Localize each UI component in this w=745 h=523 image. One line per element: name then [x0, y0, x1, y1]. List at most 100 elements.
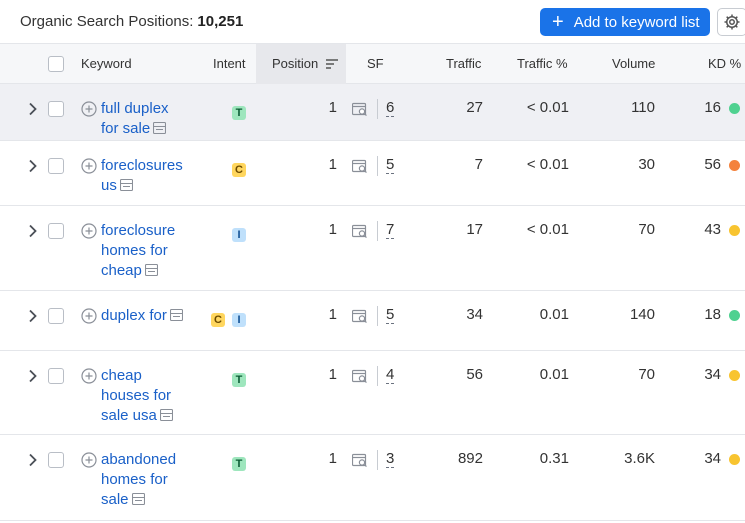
add-keyword-plus-icon[interactable] — [81, 452, 97, 468]
keyword-link[interactable]: foreclosures us — [101, 156, 201, 196]
add-keyword-plus-icon[interactable] — [81, 308, 97, 324]
sf-count[interactable]: 7 — [386, 221, 395, 239]
report-title-label: Organic Search Positions: — [20, 13, 194, 30]
expand-row-chevron-icon[interactable] — [28, 453, 38, 467]
kd-value: 56 — [704, 156, 721, 173]
column-kd[interactable]: KD % — [708, 56, 742, 71]
table-row[interactable]: foreclosure homes for cheap I 1 7 17 < 0.01 70 43 — [0, 206, 745, 291]
expand-row-chevron-icon[interactable] — [28, 369, 38, 383]
column-traffic[interactable]: Traffic — [446, 56, 482, 71]
column-keyword[interactable]: Keyword — [81, 56, 132, 71]
serp-features-icon[interactable] — [351, 453, 369, 467]
serp-preview-icon[interactable] — [153, 120, 167, 135]
kd-difficulty-dot — [729, 160, 740, 171]
row-checkbox[interactable] — [48, 308, 64, 324]
volume-value: 30 — [638, 156, 655, 173]
add-keyword-plus-icon[interactable] — [81, 101, 97, 117]
table-row[interactable]: abandoned homes for sale T 1 3 892 0.31 3.6K 34 — [0, 435, 745, 521]
keyword-line: abandoned — [101, 451, 177, 468]
sf-count[interactable]: 6 — [386, 99, 395, 117]
sf-divider — [377, 156, 378, 176]
sf-divider — [377, 450, 378, 470]
expand-row-chevron-icon[interactable] — [28, 102, 38, 116]
row-checkbox[interactable] — [48, 452, 64, 468]
expand-row-chevron-icon[interactable] — [28, 309, 38, 323]
row-checkbox[interactable] — [48, 158, 64, 174]
volume-value: 70 — [638, 221, 655, 238]
table-row[interactable]: cheap houses for sale usa T 1 4 56 0.01 70 34 — [0, 351, 745, 435]
column-sf[interactable]: SF — [367, 56, 384, 71]
sf-count[interactable]: 3 — [386, 450, 395, 468]
column-volume[interactable]: Volume — [612, 56, 656, 71]
gear-icon — [724, 14, 740, 30]
kd-difficulty-dot — [729, 103, 740, 114]
table-row[interactable]: full duplex for sale T 1 6 27 < 0.01 110 16 — [0, 84, 745, 141]
add-keyword-plus-icon[interactable] — [81, 158, 97, 174]
add-button-label: Add to keyword list — [573, 13, 700, 31]
table-row[interactable]: duplex for C I 1 5 34 0.01 140 18 — [0, 291, 745, 351]
keyword-link[interactable]: abandoned homes for sale — [101, 450, 201, 510]
position-value: 1 — [328, 450, 337, 467]
kd-difficulty-dot — [729, 310, 740, 321]
expand-row-chevron-icon[interactable] — [28, 159, 38, 173]
kd-value: 43 — [704, 221, 721, 238]
serp-features-icon[interactable] — [351, 102, 369, 116]
traffic-pct-value: 0.31 — [539, 450, 569, 467]
serp-preview-icon[interactable] — [159, 407, 173, 422]
traffic-pct-value: < 0.01 — [526, 221, 569, 238]
settings-button[interactable] — [717, 8, 745, 36]
kd-value: 18 — [704, 306, 721, 323]
sf-count[interactable]: 5 — [386, 156, 395, 174]
serp-features-icon[interactable] — [351, 159, 369, 173]
position-value: 1 — [328, 306, 337, 323]
serp-features-icon[interactable] — [351, 309, 369, 323]
volume-value: 70 — [638, 366, 655, 383]
column-position[interactable]: Position — [256, 44, 346, 84]
keyword-line: duplex for — [101, 307, 167, 324]
keyword-line: cheap — [101, 367, 142, 384]
sf-count[interactable]: 5 — [386, 306, 395, 324]
position-value: 1 — [328, 99, 337, 116]
keyword-link[interactable]: cheap houses for sale usa — [101, 366, 201, 426]
keyword-line: us — [101, 177, 117, 194]
traffic-value: 56 — [466, 366, 483, 383]
traffic-value: 27 — [466, 99, 483, 116]
select-all-checkbox[interactable] — [48, 56, 64, 72]
keyword-link[interactable]: full duplex for sale — [101, 99, 201, 139]
column-intent[interactable]: Intent — [213, 56, 246, 71]
expand-row-chevron-icon[interactable] — [28, 224, 38, 238]
sf-count[interactable]: 4 — [386, 366, 395, 384]
position-value: 1 — [328, 366, 337, 383]
position-value: 1 — [328, 156, 337, 173]
row-checkbox[interactable] — [48, 368, 64, 384]
traffic-value: 34 — [466, 306, 483, 323]
row-checkbox[interactable] — [48, 101, 64, 117]
serp-features-icon[interactable] — [351, 369, 369, 383]
serp-preview-icon[interactable] — [119, 177, 133, 192]
serp-preview-icon[interactable] — [131, 491, 145, 506]
keyword-link[interactable]: foreclosure homes for cheap — [101, 221, 201, 281]
add-keyword-plus-icon[interactable] — [81, 223, 97, 239]
report-header: Organic Search Positions: 10,251 + Add to… — [0, 0, 745, 44]
serp-preview-icon[interactable] — [144, 262, 158, 277]
keyword-line: full duplex — [101, 100, 169, 117]
keyword-link[interactable]: duplex for — [101, 306, 201, 326]
intent-badge: C — [232, 163, 246, 177]
row-checkbox[interactable] — [48, 223, 64, 239]
column-traffic-pct[interactable]: Traffic % — [517, 56, 568, 71]
add-to-keyword-list-button[interactable]: + Add to keyword list — [540, 8, 710, 36]
serp-preview-icon[interactable] — [169, 307, 183, 322]
column-position-label: Position — [272, 56, 319, 71]
serp-features-icon[interactable] — [351, 224, 369, 238]
intent-badge: T — [232, 373, 246, 387]
keyword-line: houses for — [101, 387, 172, 404]
table-row[interactable]: foreclosures us C 1 5 7 < 0.01 30 56 — [0, 141, 745, 206]
add-keyword-plus-icon[interactable] — [81, 368, 97, 384]
kd-difficulty-dot — [729, 225, 740, 236]
sf-divider — [377, 221, 378, 241]
plus-icon: + — [552, 11, 564, 33]
intent-badge: T — [232, 106, 246, 120]
traffic-value: 892 — [457, 450, 483, 467]
traffic-value: 7 — [474, 156, 483, 173]
volume-value: 140 — [629, 306, 655, 323]
